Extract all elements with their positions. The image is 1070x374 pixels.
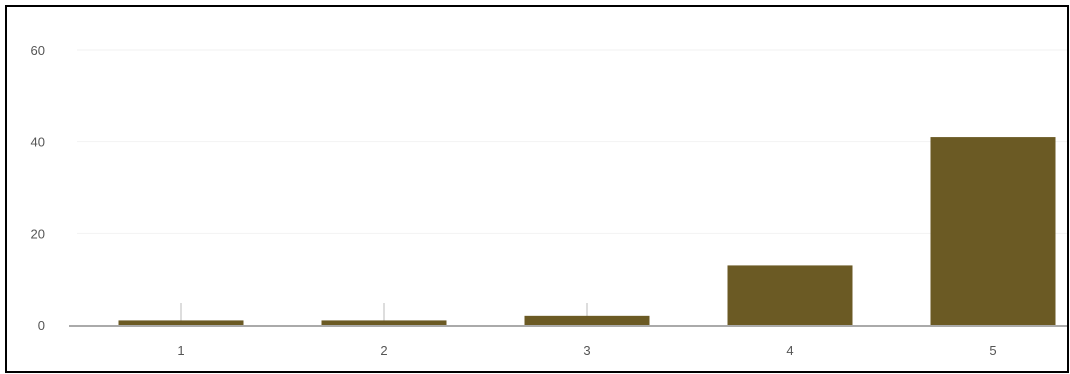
- y-tick-label-20: 20: [31, 226, 45, 241]
- bar-4: [727, 265, 853, 325]
- x-tick-labels: 1 2 3 4 5: [177, 343, 996, 358]
- bar-3: [524, 315, 650, 325]
- x-tick-label-5: 5: [989, 343, 996, 358]
- bar-1: [118, 320, 244, 325]
- chart-frame: 0 20 40 60 1 2 3 4 5: [5, 5, 1069, 373]
- bar-2: [321, 320, 447, 325]
- bars: [118, 137, 1056, 325]
- bar-5: [930, 137, 1056, 325]
- x-tick-label-4: 4: [786, 343, 793, 358]
- bar-chart: 0 20 40 60 1 2 3 4 5: [31, 43, 1067, 358]
- y-tick-label-60: 60: [31, 43, 45, 58]
- gridlines: [77, 49, 1067, 234]
- y-tick-label-0: 0: [38, 318, 45, 333]
- x-tick-label-3: 3: [583, 343, 590, 358]
- y-tick-labels: 0 20 40 60: [31, 43, 45, 333]
- y-tick-label-40: 40: [31, 135, 45, 150]
- x-tick-label-1: 1: [177, 343, 184, 358]
- x-tick-label-2: 2: [380, 343, 387, 358]
